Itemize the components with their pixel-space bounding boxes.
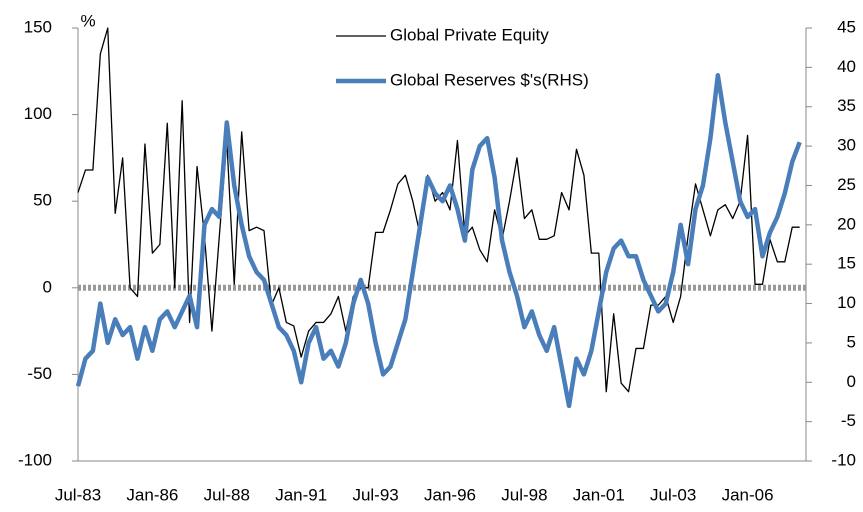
y-tick-label: 50 [33,191,52,210]
x-tick-label: Jan-86 [126,485,178,504]
y-tick-label: -100 [18,450,52,469]
legend-label: Global Reserves $'s(RHS) [390,70,589,89]
x-tick-label: Jan-96 [424,485,476,504]
y2-tick-label: 0 [847,372,856,391]
x-tick-label: Jan-01 [573,485,625,504]
x-tick-label: Jul-98 [501,485,547,504]
y2-tick-label: 40 [837,57,856,76]
y2-tick-label: 30 [837,136,856,155]
x-tick-label: Jul-03 [650,485,696,504]
y2-tick-label: 45 [837,17,856,36]
y2-tick-label: 15 [837,254,856,273]
y2-tick-label: -5 [841,411,856,430]
y-tick-label: 150 [24,17,52,36]
x-tick-label: Jul-88 [204,485,250,504]
series-line [75,72,802,409]
x-tick-label: Jan-06 [722,485,774,504]
x-tick-label: Jul-83 [55,485,101,504]
x-tick-label: Jul-93 [352,485,398,504]
legend-label: Global Private Equity [390,25,549,44]
y2-tick-label: 25 [837,175,856,194]
y2-tick-label: 5 [847,332,856,351]
y2-tick-label: -10 [831,450,856,469]
y-tick-label: -50 [27,364,52,383]
unit-label: % [80,11,95,30]
y-tick-label: 100 [24,104,52,123]
y-tick-label: 0 [43,277,52,296]
x-tick-label: Jan-91 [275,485,327,504]
y2-tick-label: 10 [837,293,856,312]
y2-tick-label: 20 [837,214,856,233]
y2-tick-label: 35 [837,96,856,115]
